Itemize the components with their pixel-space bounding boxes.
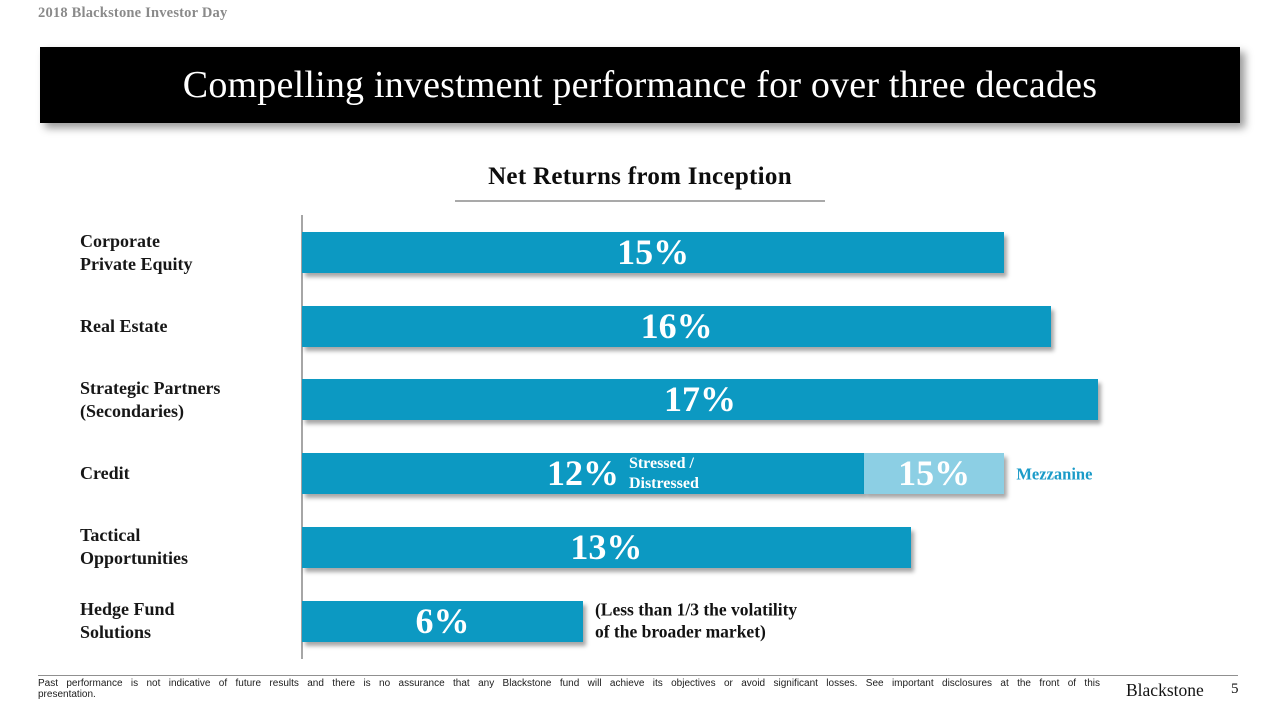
- category-label: Real Estate: [80, 315, 168, 336]
- bar-segment: 16%: [302, 305, 1052, 347]
- chart-row: Tactical Opportunities 13%: [0, 510, 1280, 584]
- bar-segment: 15% Mezzanine: [863, 453, 1092, 495]
- bar-value-label: 6%: [415, 600, 470, 641]
- bar-value-label: 13%: [570, 526, 643, 567]
- bar-value-label: 15%: [617, 232, 690, 272]
- disclaimer-line-2: presentation.: [38, 688, 96, 700]
- bar-value-label: 17%: [664, 379, 736, 420]
- category-label: Hedge Fund Solutions: [80, 599, 175, 642]
- category-label: Tactical Opportunities: [80, 525, 189, 569]
- blackstone-logo: Blackstone: [1126, 680, 1204, 700]
- slide-title: Compelling investment performance for ov…: [182, 64, 1098, 106]
- bar-segment: 6% (Less than 1/3 the volatility of the br…: [302, 600, 797, 642]
- chart-row: Real Estate 16%: [0, 289, 1280, 363]
- chart-row: Hedge Fund Solutions 6% (Less than 1/3 the …: [0, 584, 1280, 658]
- page-number: 5: [1231, 681, 1239, 697]
- bar-segment: 13%: [302, 526, 911, 568]
- eyebrow-label: 2018 Blackstone Investor Day: [38, 5, 228, 21]
- chart-row: Credit 12% Stressed / Distressed 15% Mezzanin…: [0, 436, 1280, 510]
- footer-divider: [38, 675, 1238, 676]
- disclaimer-text: Past performance is not indicative of fu…: [38, 678, 1100, 700]
- bar-side-note: Mezzanine: [1016, 463, 1093, 483]
- bar-segment: 12% Stressed / Distressed: [302, 453, 864, 495]
- disclaimer-line-1: Past performance is not indicative of fu…: [38, 678, 1100, 689]
- chart-title-underline: [455, 200, 825, 202]
- bar-segment: 17%: [302, 379, 1098, 421]
- bar-chart: Corporate Private Equity 15% Real Estate 16%…: [0, 215, 1280, 661]
- bar-value-label: 15%: [898, 453, 971, 494]
- bar-value-label: 16%: [640, 305, 713, 346]
- category-label: Corporate Private Equity: [80, 230, 193, 274]
- bar-side-note: (Less than 1/3 the volatility of the broa…: [594, 599, 798, 642]
- chart-title: Net Returns from Inception: [488, 163, 792, 190]
- bar-inline-note: Stressed / Distressed: [628, 454, 699, 492]
- y-axis-line: [301, 215, 303, 659]
- category-label: Credit: [80, 463, 130, 484]
- category-label: Strategic Partners (Secondaries): [80, 377, 221, 421]
- chart-row: Corporate Private Equity 15%: [0, 215, 1280, 289]
- title-banner: Compelling investment performance for ov…: [40, 47, 1240, 123]
- bar-value-label: 12%: [546, 453, 619, 494]
- bar-segment: 15%: [302, 232, 1005, 273]
- chart-row: Strategic Partners (Secondaries) 17%: [0, 362, 1280, 436]
